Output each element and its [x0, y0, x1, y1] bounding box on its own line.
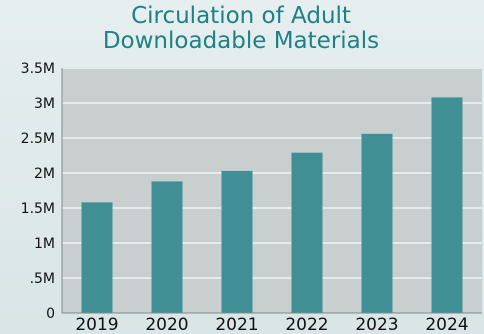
y-tick-label: 2M: [34, 166, 55, 182]
y-tick-label: 2.5M: [21, 131, 55, 147]
grid-lines: [62, 67, 482, 279]
bar-2024: [431, 97, 463, 314]
bar-2023: [361, 133, 393, 313]
x-tick-label-2023: 2023: [355, 315, 398, 334]
plot-background: [62, 68, 482, 313]
x-tick-label-2019: 2019: [75, 315, 118, 334]
y-tick-label: .5M: [30, 271, 55, 287]
y-tick-label: 3M: [34, 96, 55, 112]
y-tick-label: 0: [46, 306, 55, 322]
bars: [81, 97, 463, 314]
bar-2020: [151, 181, 183, 313]
x-tick-label-2021: 2021: [215, 315, 258, 334]
y-tick-label: 1.5M: [21, 201, 55, 217]
x-tick-label-2020: 2020: [145, 315, 188, 334]
bar-2019: [81, 202, 113, 313]
x-tick-label-2022: 2022: [285, 315, 328, 334]
y-tick-label: 3.5M: [21, 61, 55, 77]
bar-2021: [221, 170, 253, 313]
chart-title-line-2: Downloadable Materials: [102, 28, 380, 54]
chart-title: Circulation of Adult Downloadable Materi…: [60, 4, 422, 54]
y-tick-label: 1M: [34, 236, 55, 252]
bar-2022: [291, 152, 323, 313]
y-axis-tick-labels: 0 .5M 1M 1.5M 2M 2.5M 3M 3.5M: [21, 61, 55, 322]
x-tick-label-2024: 2024: [425, 315, 468, 334]
x-axis-tick-labels: 2019 2020 2021 2022 2023 2024: [75, 315, 468, 334]
chart-title-line-1: Circulation of Adult: [131, 3, 351, 29]
